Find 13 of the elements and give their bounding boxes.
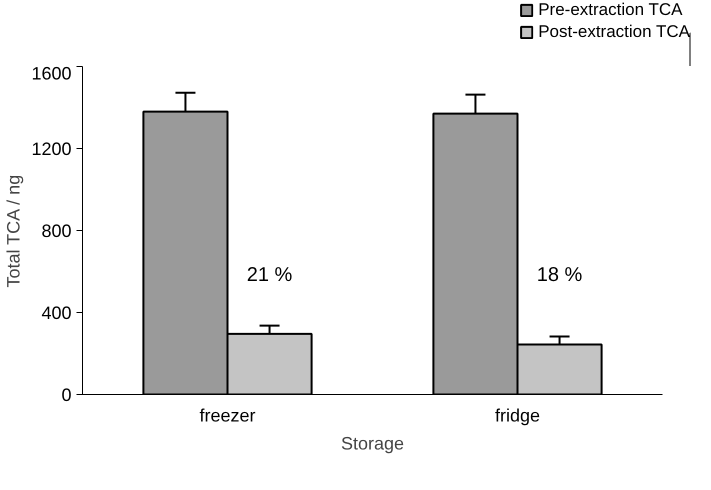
annotation: 21 %: [246, 264, 293, 286]
legend-label: Post-extraction TCA: [538, 22, 690, 42]
annotation: 18 %: [536, 264, 583, 286]
x-tick-label: freezer: [199, 406, 256, 426]
x-tick-label: fridge: [494, 406, 540, 426]
y-tick-label: 800: [41, 221, 72, 241]
y-axis-title: Total TCA / ng: [3, 174, 24, 288]
y-tick-label: 0: [61, 385, 72, 405]
x-axis-title: Storage: [340, 434, 404, 454]
legend-label: Pre-extraction TCA: [538, 0, 682, 20]
y-tick-label: 400: [41, 303, 72, 323]
y-tick-label: 1600: [31, 64, 72, 84]
y-tick-label: 1200: [31, 139, 72, 159]
